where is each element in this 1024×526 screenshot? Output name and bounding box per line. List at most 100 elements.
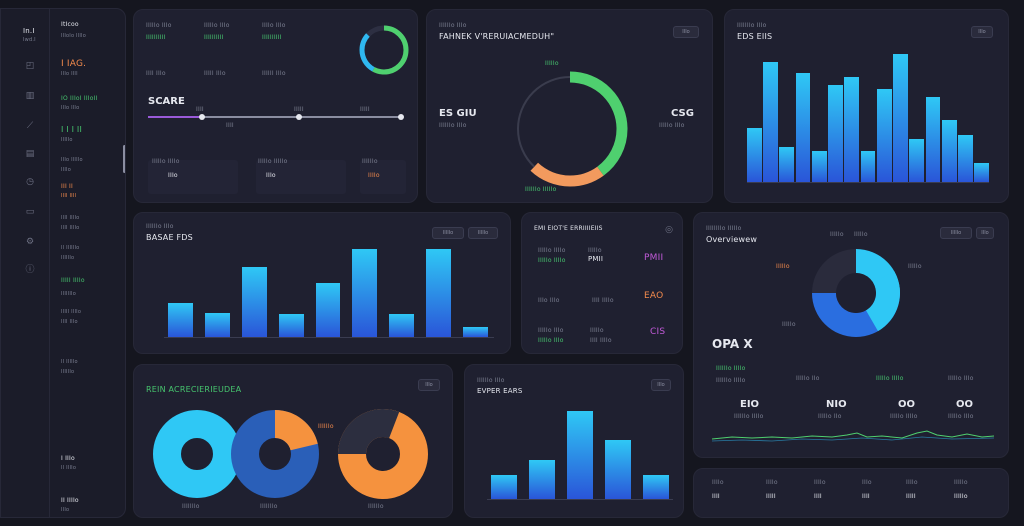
strip-label: IIIo: [862, 479, 872, 486]
donut-callout: IIIIIIo: [318, 423, 334, 430]
panel-subtitle: IIIIIIo IIIo: [439, 22, 467, 29]
bar: [925, 96, 941, 182]
breakdown-panel: EMI EIOT'E ERRIIIIEIIS ◎ IIIIIo IIIIo II…: [521, 212, 683, 354]
folder-icon[interactable]: ▤: [25, 149, 35, 159]
donut-segment-orange: [512, 71, 628, 187]
bar: [241, 266, 267, 337]
bar: [491, 474, 517, 499]
stat-label: IIIIIo IIIo: [948, 375, 974, 382]
info-icon[interactable]: ⓘ: [25, 265, 35, 275]
stat-value: EIO: [740, 399, 760, 410]
sidebar-item-sub: IIIoIo IIIIo: [61, 33, 86, 39]
sidebar-item-label[interactable]: II IIIIIIo: [61, 245, 80, 251]
donut-segment-dark: [517, 76, 623, 182]
pen-icon[interactable]: ⟋: [26, 121, 34, 131]
range-slider[interactable]: [148, 116, 402, 118]
bar: [643, 474, 669, 499]
sidebar-item-sub: IIIIIo: [61, 137, 73, 143]
bar-chart-bottom: [491, 411, 669, 499]
x-axis: [747, 182, 989, 183]
slider-label: IIII: [226, 122, 234, 129]
filter-button[interactable]: IIIIIo: [940, 227, 972, 239]
bar-chart-top: [747, 54, 989, 182]
stat-label: IIIIIIo: [362, 158, 378, 165]
bar-chart-mid: [168, 249, 488, 337]
bar: [844, 77, 860, 182]
sidebar-item-label[interactable]: II IIIIo: [61, 497, 79, 504]
metric-value: IIIIIIIIII: [262, 34, 282, 41]
strip-value: IIII: [814, 493, 822, 500]
metric-label: IIIIo IIIo: [262, 22, 286, 29]
stat-label: IIIIIo IIIIIo: [258, 158, 288, 165]
bar: [893, 54, 908, 182]
sidebar-item-label[interactable]: IIIo IIIIIo: [61, 157, 83, 163]
donut-label: IIIIIIo IIIIIo: [525, 186, 557, 193]
panel-title: EDS EIIS: [737, 32, 773, 41]
stat-caption: IIIIIo IIo: [818, 413, 842, 420]
pie-callout: IIIIIo: [830, 231, 844, 238]
panel-subtitle: IIIIIIIo IIIo: [737, 22, 767, 29]
donut-chart: [512, 71, 628, 187]
panel-subtitle: IIIIIIo IIIo: [477, 377, 505, 384]
panel-menu-button[interactable]: IIIo: [971, 26, 993, 38]
metric-small: IIII IIIo: [146, 70, 166, 77]
panel-title: REIN ACRECIERIEUDEA: [146, 385, 242, 394]
sidebar-item-label[interactable]: III II: [61, 183, 73, 190]
slider-handle[interactable]: [398, 114, 404, 120]
metric-label: IIIIIo IIIo: [146, 22, 172, 29]
row-label: IIIo IIIo: [538, 297, 560, 304]
panel-title: EVPER EARS: [477, 387, 523, 395]
slider-handle[interactable]: [296, 114, 302, 120]
sidebar-item-label[interactable]: IIIII IIIIo: [61, 309, 82, 315]
strip-value: IIIII: [906, 493, 916, 500]
left-caption: IIIIIIo IIIo: [439, 122, 467, 129]
strip-label: IIIIo: [712, 479, 724, 486]
donut-label: IIIIIIIo: [182, 503, 200, 510]
donut-orange-dark: [338, 409, 428, 499]
bar: [763, 61, 778, 182]
pie-callout: IIIIIo: [854, 231, 868, 238]
bar: [168, 302, 193, 337]
sidebar-item-label[interactable]: IIIII IIIIo: [61, 277, 85, 284]
bar-chart-panel-top: IIIIIIIo IIIo EDS EIIS IIIo: [724, 9, 1009, 203]
bar: [828, 85, 843, 182]
row-label: IIIIIo IIIIo: [538, 247, 566, 254]
stat-card: [360, 160, 406, 194]
sidebar-item-sub: IIIIIIIo: [61, 291, 76, 297]
slider-handle[interactable]: [199, 114, 205, 120]
panel-title: BASAE FDS: [146, 233, 193, 242]
sidebar-item-label[interactable]: IO IIIoI IIIoII: [61, 95, 98, 102]
sidebar-scrollbar[interactable]: [123, 145, 125, 173]
sidebar-item-label[interactable]: ItIcoo: [61, 21, 79, 28]
row-value: IIIIIo IIIo: [538, 337, 564, 344]
settings-icon[interactable]: ◎: [665, 225, 673, 235]
sidebar-item-label[interactable]: I I I II: [61, 125, 83, 134]
bar: [860, 150, 876, 182]
panel-menu-button[interactable]: IIIo: [651, 379, 671, 391]
overview-panel: IIIIIIIIo IIIIIo Overviewew IIIIIo IIIo …: [693, 212, 1009, 458]
panel-menu-button[interactable]: IIIo: [673, 26, 699, 38]
doc-icon[interactable]: ▭: [25, 207, 35, 217]
bar: [974, 162, 989, 182]
filter-button[interactable]: IIIIIo: [468, 227, 498, 239]
sidebar-item-label[interactable]: I IAG.: [61, 59, 87, 69]
bar: [779, 147, 795, 182]
grid-icon[interactable]: ▥: [25, 91, 35, 101]
strip-label: IIIIo: [906, 479, 918, 486]
panel-title: Overviewew: [706, 235, 758, 244]
bar: [315, 283, 341, 337]
settings-icon[interactable]: ⚙: [25, 237, 35, 247]
filter-button[interactable]: IIIIIo: [432, 227, 464, 239]
pie-callout: IIIIIo: [782, 321, 796, 328]
chart-icon[interactable]: ◰: [25, 61, 35, 71]
sidebar-item-label[interactable]: II IIIIIo: [61, 359, 78, 365]
sidebar-item-label[interactable]: I IIIo: [61, 455, 75, 462]
section-heading: SCARE: [148, 96, 185, 107]
stat-value: OO: [898, 399, 916, 410]
panel-menu-button[interactable]: IIIo: [418, 379, 440, 391]
sidebar-item-label[interactable]: IIII IIIIo: [61, 215, 80, 221]
slider-label: IIIII: [294, 106, 304, 113]
left-value: ES GIU: [439, 108, 477, 119]
expand-button[interactable]: IIIo: [976, 227, 994, 239]
clock-icon[interactable]: ◷: [26, 177, 34, 187]
